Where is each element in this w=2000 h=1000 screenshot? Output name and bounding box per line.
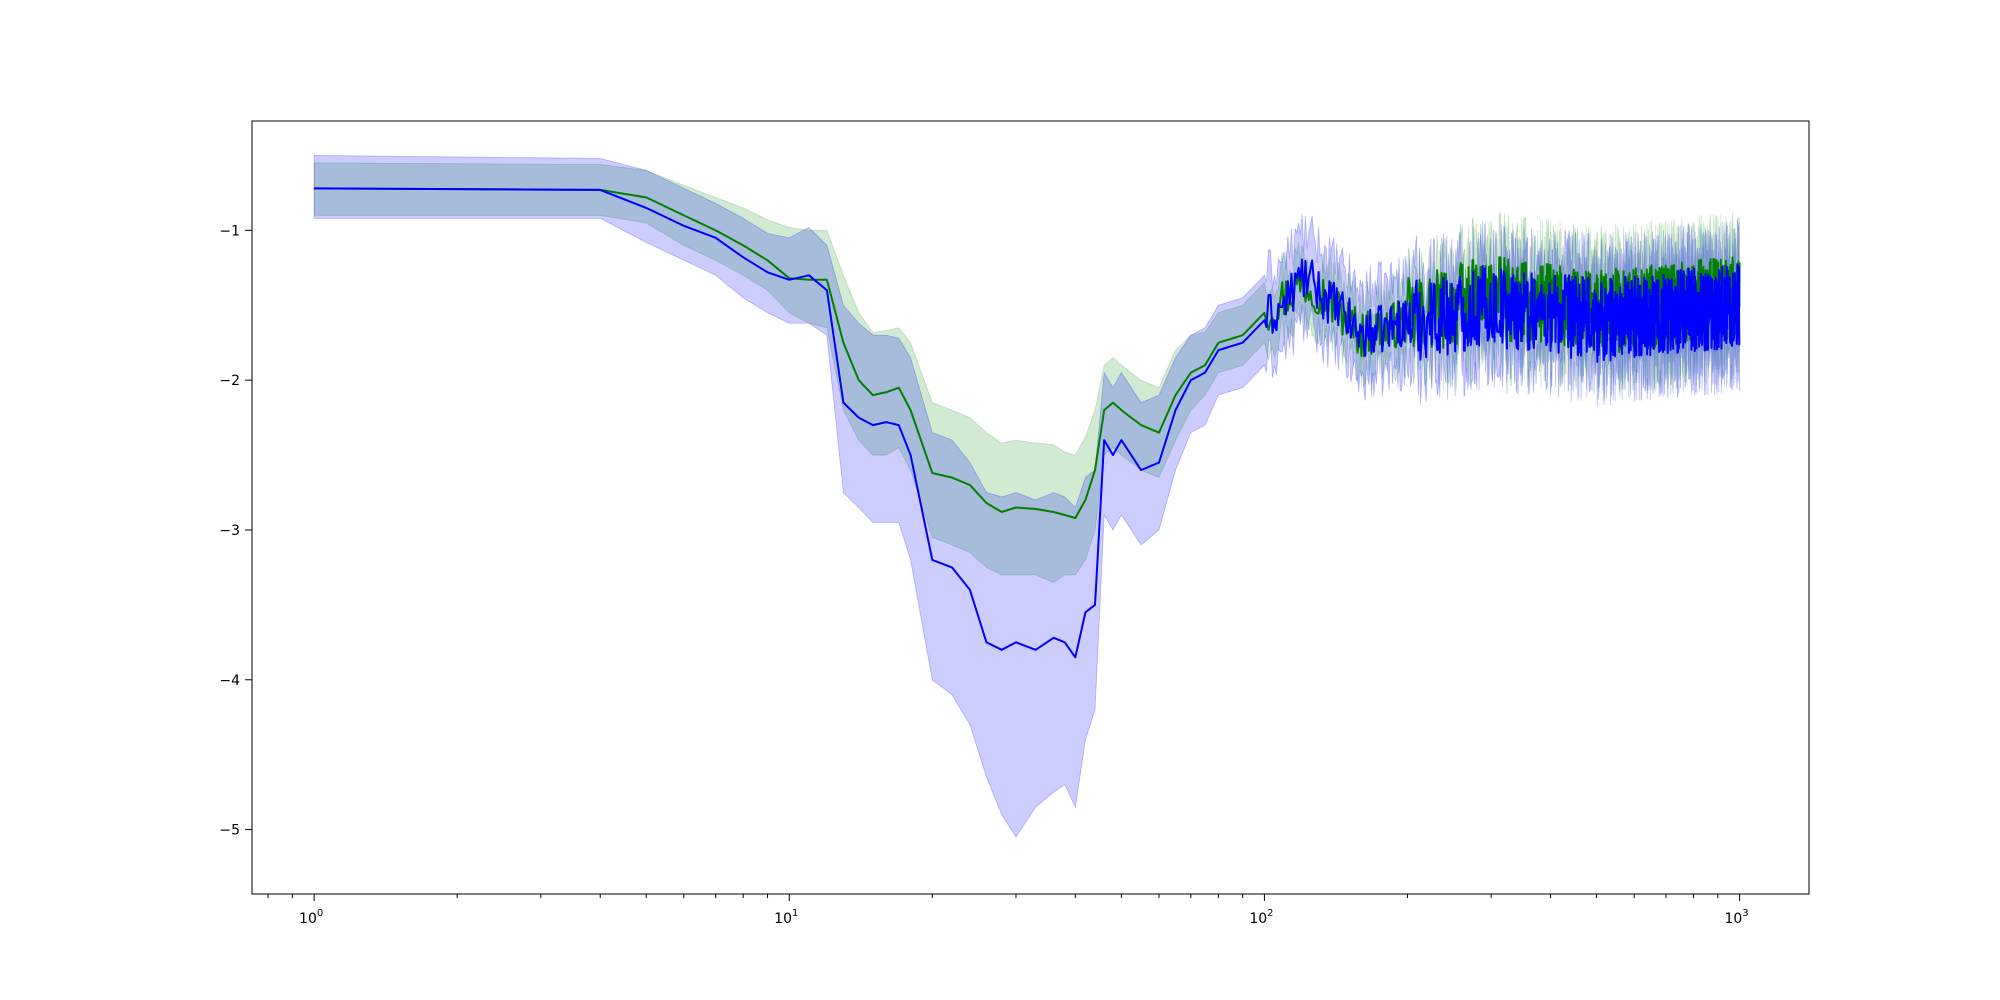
x-tick-label: 103 [1724,908,1748,927]
plot-area [313,155,1741,838]
y-tick-label: −3 [219,523,240,539]
y-tick-label: −4 [219,673,240,689]
plot-frame [251,120,1810,895]
x-tick-label: 100 [299,908,323,927]
x-tick-label: 101 [774,908,798,927]
x-axis: 100 101 102 103 [267,894,1749,927]
y-axis: −1 −2 −3 −4 −5 [219,223,252,839]
x-tick-label: 102 [1249,908,1273,927]
series-1-line [314,187,1741,659]
y-tick-label: −5 [219,823,240,839]
y-tick-label: −2 [219,373,240,389]
y-tick-label: −1 [219,223,240,239]
